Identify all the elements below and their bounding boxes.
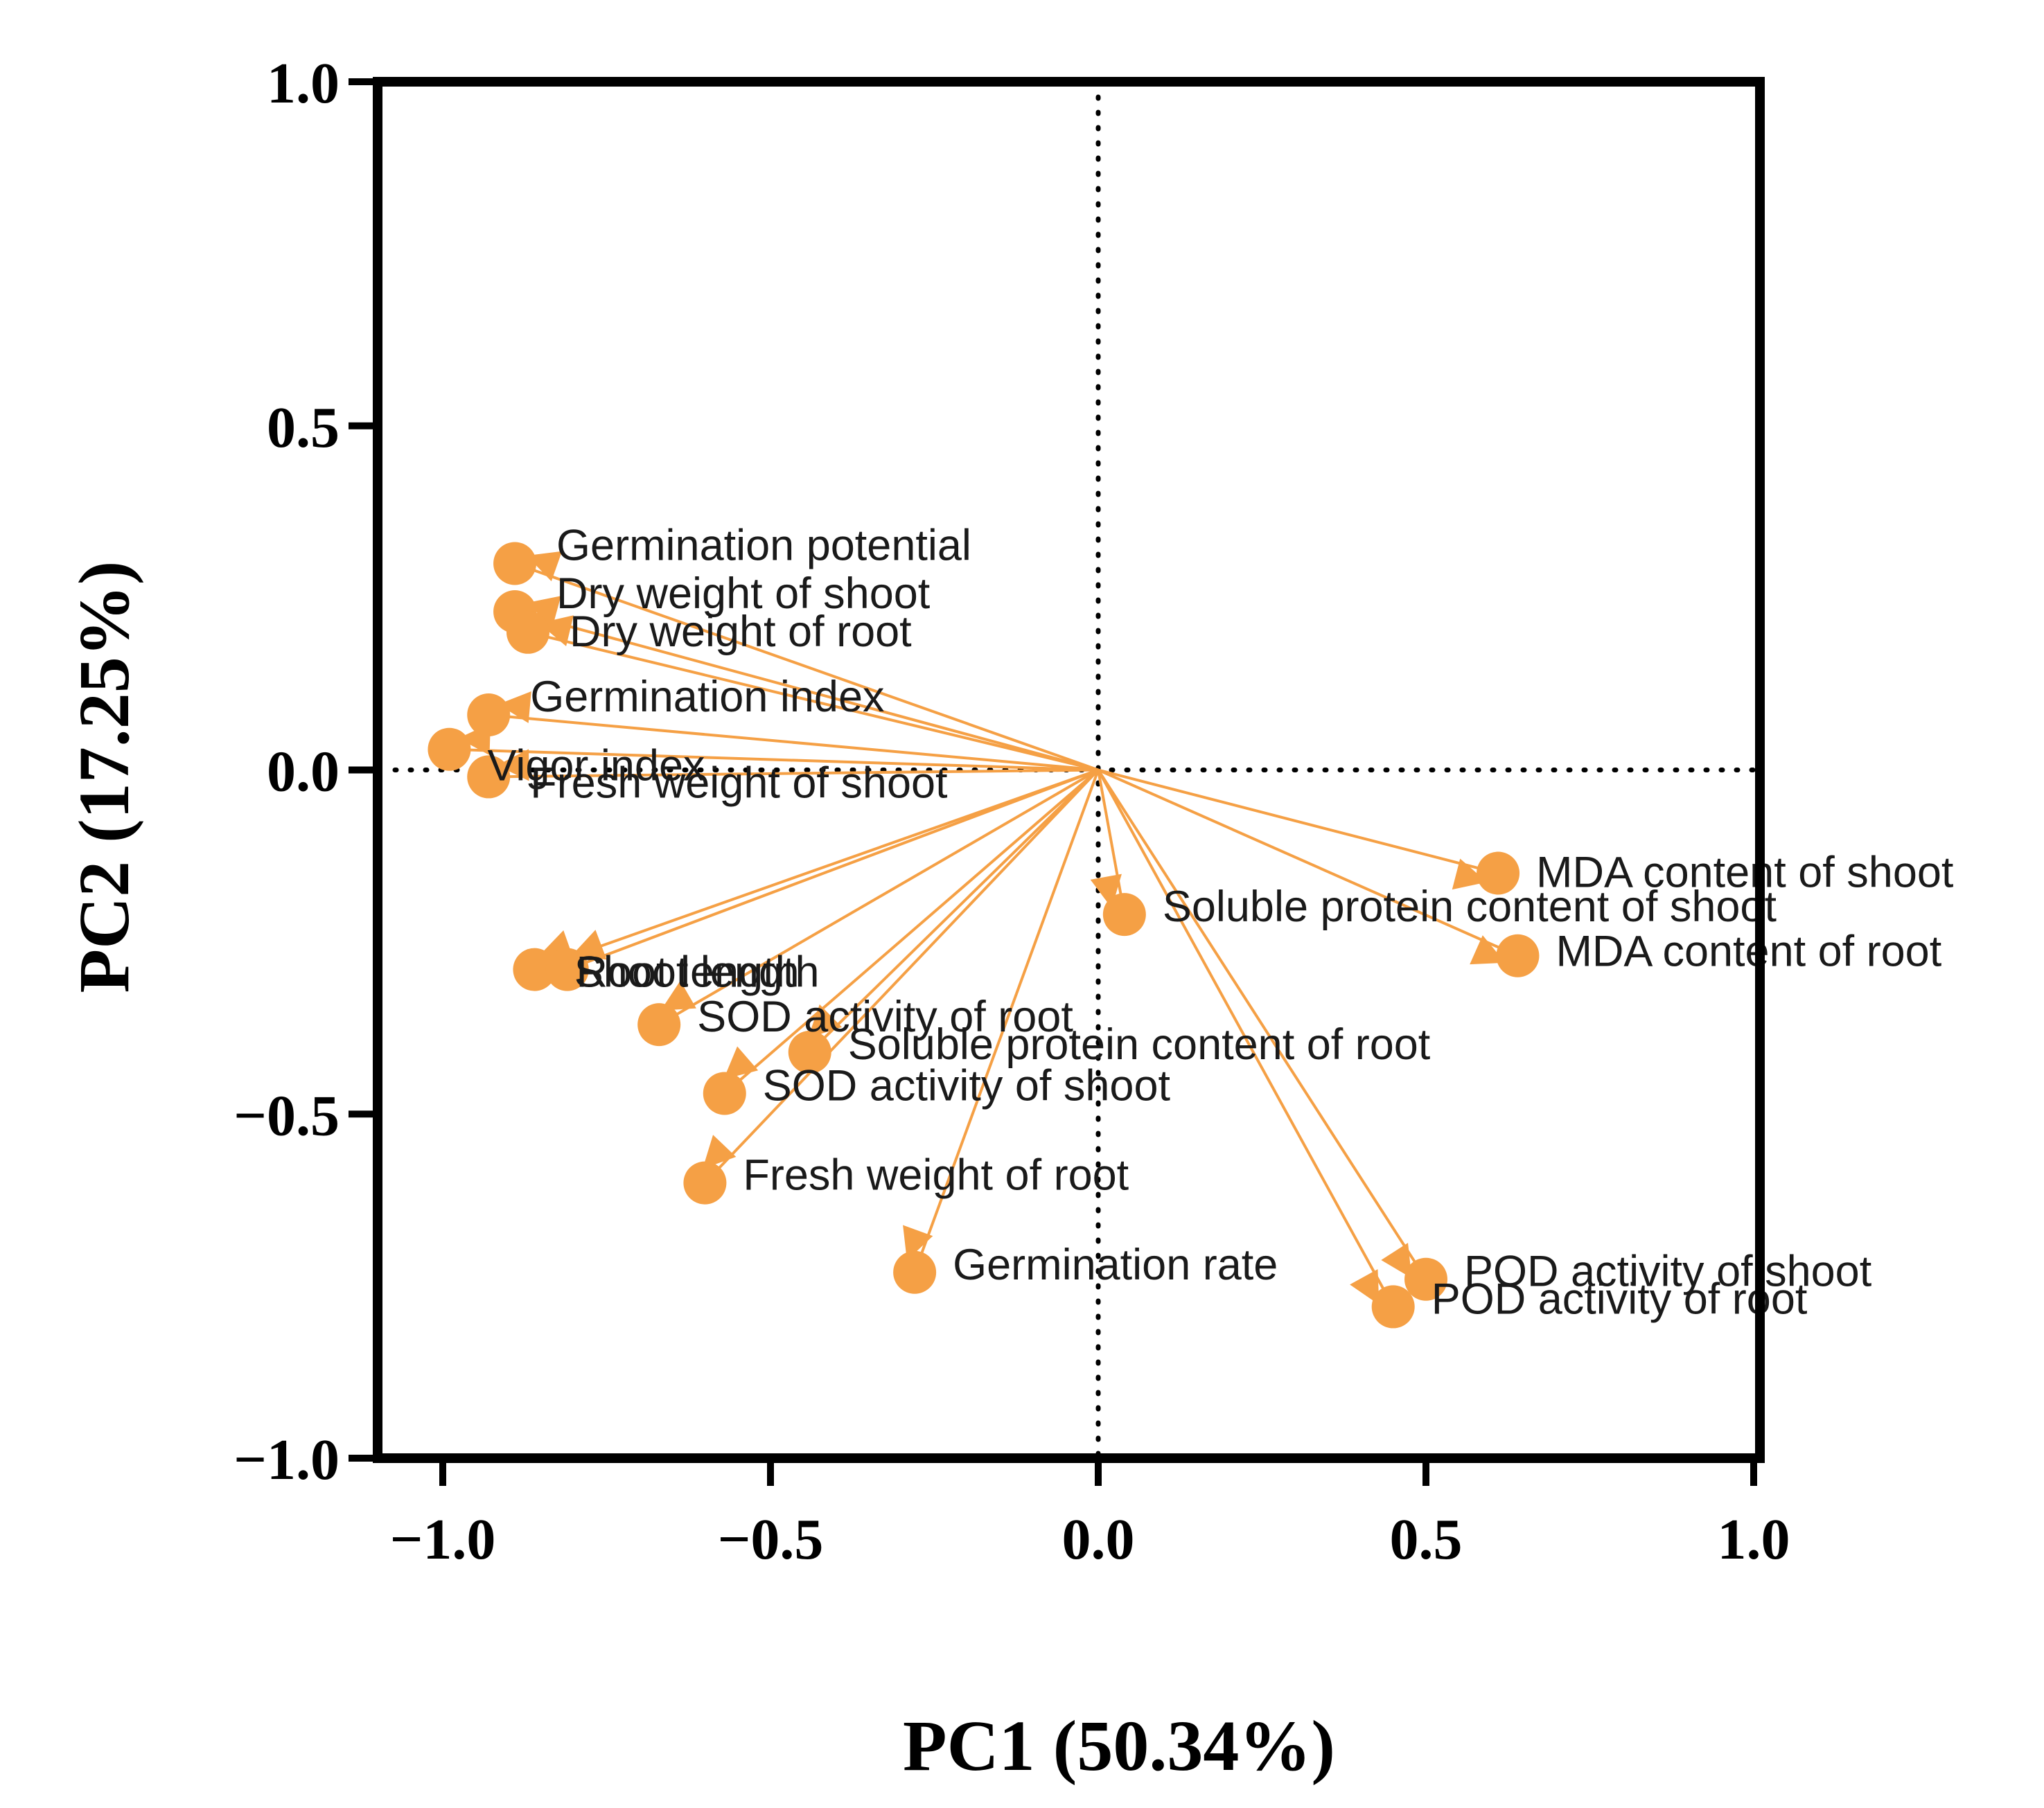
arrow-dry-weight-of-shoot	[526, 596, 1099, 772]
arrow-pod-activity-of-root	[1097, 769, 1385, 1305]
arrow-vigor-index	[458, 723, 1099, 772]
y-axis-title: PC2 (17.25%)	[64, 561, 144, 993]
point-germination-index	[467, 693, 511, 737]
point-vigor-index	[428, 727, 471, 771]
arrow-sod-activity-of-root	[660, 768, 1100, 1016]
arrow-sod-activity-of-shoot	[723, 768, 1100, 1081]
y-tick-label: 0.0	[267, 740, 340, 804]
arrow-mda-content-of-shoot	[1098, 768, 1488, 890]
label-mda-content-of-root: MDA content of root	[1556, 928, 1941, 976]
label-soluble-protein-content-of-root: Soluble protein content of root	[848, 1020, 1431, 1069]
arrow-soluble-protein-content-of-shoot	[1090, 770, 1122, 908]
arrow-germination-potential	[527, 551, 1099, 772]
label-dry-weight-of-shoot: Dry weight of shoot	[556, 569, 931, 618]
arrow-fresh-weight-of-shoot	[497, 749, 1099, 781]
arrow-root-length	[538, 768, 1099, 964]
loading-points	[428, 542, 1540, 1329]
label-pod-activity-of-shoot: POD activity of shoot	[1464, 1248, 1872, 1296]
arrow-soluble-protein-content-of-root	[808, 769, 1100, 1039]
y-tick-label: −1.0	[234, 1428, 340, 1492]
point-sod-activity-of-root	[637, 1003, 681, 1047]
label-root-length: Root length	[576, 948, 799, 997]
x-tick-label: 0.0	[1062, 1507, 1135, 1572]
x-axis-title: PC1 (50.34%)	[903, 1706, 1335, 1786]
point-fresh-weight-of-root	[683, 1161, 727, 1205]
arrow-pod-activity-of-shoot	[1097, 769, 1416, 1279]
point-soluble-protein-content-of-shoot	[1102, 893, 1146, 937]
arrow-fresh-weight-of-root	[702, 769, 1100, 1169]
point-germination-rate	[893, 1250, 937, 1294]
label-mda-content-of-shoot: MDA content of shoot	[1536, 849, 1954, 897]
y-tick-label: 1.0	[267, 51, 340, 116]
point-germination-potential	[493, 542, 537, 585]
loading-arrows	[458, 551, 1506, 1305]
label-soluble-protein-content-of-shoot: Soluble protein content of shoot	[1163, 883, 1777, 931]
axis-ticks: −1.0 −0.5 0.0 0.5 1.0 −1.0 −0.5 0.0 0.5 1.0	[234, 51, 1790, 1572]
arrow-mda-content-of-root	[1098, 768, 1506, 965]
label-vigor-index: Vigor index	[487, 742, 705, 790]
label-pod-activity-of-root: POD activity of root	[1431, 1275, 1808, 1323]
x-tick-label: −1.0	[390, 1507, 496, 1572]
y-tick-label: −0.5	[234, 1083, 340, 1148]
label-dry-weight-of-root: Dry weight of root	[570, 608, 912, 656]
label-fresh-weight-of-shoot: Fresh weight of shoot	[530, 759, 948, 807]
point-soluble-protein-content-of-root	[788, 1030, 831, 1074]
point-root-length	[513, 948, 556, 991]
label-germination-rate: Germination rate	[953, 1241, 1278, 1289]
point-mda-content-of-root	[1496, 934, 1540, 977]
y-tick-label: 0.5	[267, 396, 340, 460]
point-dry-weight-of-root	[506, 610, 549, 654]
label-sod-activity-of-root: SOD activity of root	[697, 993, 1073, 1041]
x-tick-label: 0.5	[1390, 1507, 1463, 1572]
point-pod-activity-of-root	[1371, 1285, 1415, 1329]
point-pod-activity-of-shoot	[1404, 1257, 1447, 1301]
label-germination-potential: Germination potential	[556, 521, 971, 569]
arrow-shoot-length	[571, 768, 1099, 964]
arrow-germination-rate	[903, 769, 1100, 1261]
x-tick-label: −0.5	[718, 1507, 824, 1572]
arrow-dry-weight-of-root	[538, 615, 1099, 772]
point-mda-content-of-shoot	[1477, 851, 1520, 895]
x-tick-label: 1.0	[1718, 1507, 1790, 1572]
label-shoot-length: Shoot length	[574, 948, 820, 997]
arrow-germination-index	[497, 691, 1099, 772]
label-sod-activity-of-shoot: SOD activity of shoot	[763, 1061, 1171, 1110]
point-sod-activity-of-shoot	[703, 1072, 746, 1115]
label-germination-index: Germination index	[530, 673, 884, 721]
label-fresh-weight-of-root: Fresh weight of root	[743, 1151, 1129, 1200]
point-shoot-length	[545, 948, 589, 991]
point-fresh-weight-of-shoot	[467, 755, 511, 799]
